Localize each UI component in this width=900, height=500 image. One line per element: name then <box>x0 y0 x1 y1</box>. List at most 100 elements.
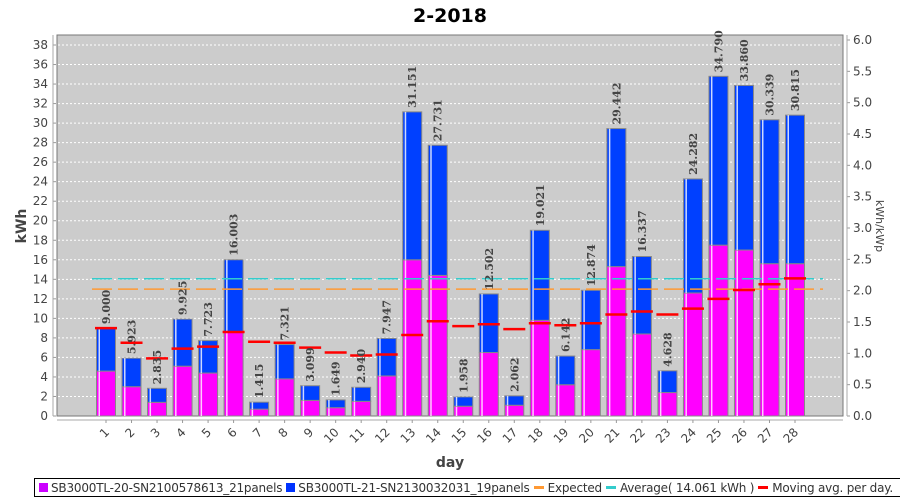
x-tick-label: 21 <box>602 425 623 446</box>
value-label: 1.958 <box>457 358 470 393</box>
legend-line-swatch <box>758 486 769 489</box>
bar-stack <box>478 293 499 417</box>
x-tick-label: 13 <box>398 425 419 446</box>
y-tick-label: 8 <box>40 331 48 345</box>
bar-segment-inverter-21 <box>172 318 193 367</box>
x-tick-label: 16 <box>474 425 495 446</box>
x-tick-label: 2 <box>122 425 137 440</box>
bar-stack <box>555 355 576 417</box>
bar-highlight <box>124 386 126 416</box>
bar-highlight <box>175 366 177 416</box>
value-label: 12.874 <box>585 244 598 286</box>
bar-stack <box>121 357 142 417</box>
value-label: 33.860 <box>738 39 751 81</box>
bar-stack <box>657 370 678 417</box>
bar-highlight <box>710 245 713 416</box>
bars <box>96 75 805 417</box>
y2-tick-label: 2.0 <box>853 284 872 298</box>
legend-label: Expected <box>547 480 603 495</box>
bar-stack <box>631 255 652 417</box>
bar-stack <box>529 229 550 417</box>
y-tick-label: 38 <box>33 38 48 52</box>
bar-segment-inverter-21 <box>682 178 703 294</box>
bar-segment-inverter-21 <box>427 144 448 276</box>
bar-highlight <box>430 145 432 276</box>
value-label: 34.790 <box>712 30 725 72</box>
bar-stack <box>427 144 448 417</box>
bar-segment-inverter-21 <box>733 84 754 251</box>
y-tick-label: 34 <box>33 77 48 91</box>
chart: 2-2018 024681012141618202224262830323436… <box>14 5 886 471</box>
bar-segment-inverter-21 <box>249 401 270 410</box>
bar-highlight <box>787 115 789 264</box>
bar-stack <box>504 395 525 417</box>
bar-highlight <box>302 385 305 401</box>
bar-stack <box>198 340 219 417</box>
x-tick-label: 18 <box>525 425 546 446</box>
bar-stack <box>580 289 601 417</box>
bar-highlight <box>685 292 687 416</box>
bar-highlight <box>175 319 177 367</box>
y2-tick-label: 4.0 <box>853 158 872 172</box>
legend-swatch <box>39 483 48 492</box>
bar-stack <box>147 387 168 417</box>
x-tick-label: 28 <box>780 425 801 446</box>
value-label: 3.099 <box>304 347 317 381</box>
y-tick-label: 36 <box>33 58 48 72</box>
y-axis-label: kWh <box>14 209 30 244</box>
bar-stack <box>96 327 116 417</box>
bar-highlight <box>761 263 764 416</box>
value-label: 9.000 <box>100 289 113 324</box>
bar-highlight <box>659 392 662 416</box>
y-tick-label: 10 <box>33 311 48 325</box>
y-tick-label: 16 <box>33 253 48 267</box>
bar-highlight <box>379 375 381 416</box>
bar-stack <box>325 399 346 417</box>
x-tick-label: 22 <box>627 425 648 446</box>
x-tick-label: 7 <box>250 425 265 440</box>
bar-highlight <box>302 400 305 416</box>
value-label: 5.923 <box>126 320 139 354</box>
bar-highlight <box>608 266 611 416</box>
x-tick-label: 8 <box>275 425 290 440</box>
y2-tick-label: 2.5 <box>853 252 872 266</box>
x-tick-label: 26 <box>729 425 750 446</box>
bar-segment-inverter-21 <box>555 355 576 386</box>
bar-stack <box>223 259 244 417</box>
y2-tick-label: 0.5 <box>853 378 872 392</box>
y2-tick-label: 5.5 <box>853 64 872 78</box>
bar-highlight <box>251 402 254 410</box>
legend-item: SB3000TL-20-SN2100578613_21panels <box>39 481 282 495</box>
value-label: 19.021 <box>534 184 547 226</box>
x-tick-label: 4 <box>173 425 188 440</box>
bar-stack <box>300 385 321 417</box>
bar-segment-inverter-21 <box>657 370 678 394</box>
bar-highlight <box>353 387 356 402</box>
legend-item: Expected <box>533 480 603 495</box>
x-tick-label: 24 <box>678 425 699 446</box>
bar-highlight <box>532 320 534 416</box>
legend-item: SB3000TL-21-SN2130032031_19panels <box>286 481 530 495</box>
y-axis-right: 0.0 0.5 1.0 1.5 2.0 2.5 3.0 3.5 4.0 4.5 5.0 5.5 6.0 <box>846 33 872 423</box>
bar-segment-inverter-21 <box>504 395 525 406</box>
bar-highlight <box>583 349 585 416</box>
bar-highlight <box>761 119 764 264</box>
reference-lines <box>92 277 823 290</box>
bar-segment-inverter-21 <box>759 119 780 265</box>
bar-segment-inverter-21 <box>708 75 729 246</box>
bar-highlight <box>430 275 432 416</box>
value-label: 2.835 <box>151 350 164 384</box>
x-tick-label: 14 <box>423 425 444 446</box>
bar-highlight <box>787 263 789 416</box>
x-tick-label: 9 <box>301 425 316 440</box>
bar-segment-inverter-21 <box>529 229 550 321</box>
bar-highlight <box>251 409 254 416</box>
bar-stack <box>453 396 474 417</box>
value-label: 27.731 <box>432 99 445 141</box>
bar-stack <box>682 178 703 417</box>
value-label: 29.442 <box>610 82 623 124</box>
value-label: 16.003 <box>228 214 241 256</box>
value-label: 12.502 <box>483 248 496 290</box>
y2-axis-label: kWh/kWp <box>873 200 886 252</box>
bar-segment-inverter-21 <box>325 399 346 409</box>
